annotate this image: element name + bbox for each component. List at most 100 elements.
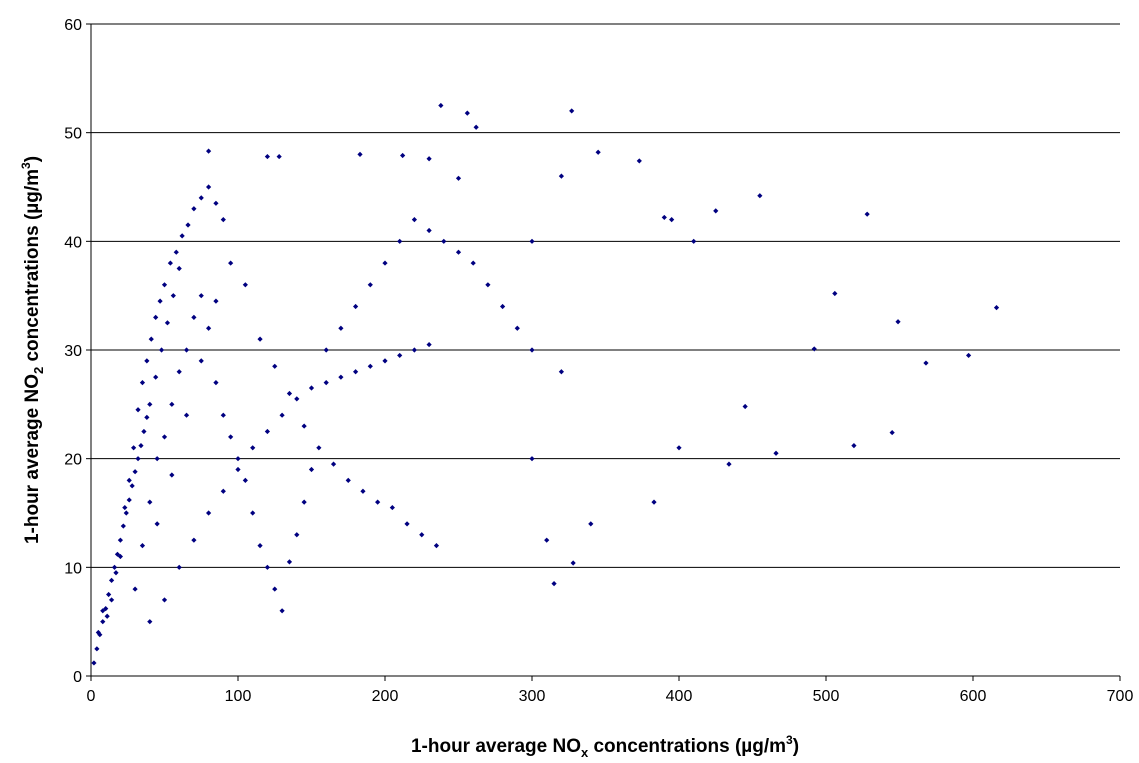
data-point bbox=[122, 504, 128, 511]
data-point bbox=[161, 597, 168, 603]
data-point bbox=[661, 214, 667, 221]
data-point bbox=[404, 521, 410, 527]
data-point bbox=[141, 428, 147, 435]
y-tick-label: 60 bbox=[64, 17, 82, 34]
data-point bbox=[338, 374, 344, 380]
data-point bbox=[220, 217, 226, 223]
data-point bbox=[529, 456, 535, 462]
data-point bbox=[164, 320, 171, 326]
data-point bbox=[106, 591, 112, 598]
data-point bbox=[213, 380, 219, 386]
data-point bbox=[198, 195, 204, 201]
data-point bbox=[301, 423, 307, 429]
y-axis-ticks: 0 10 20 30 40 50 60 bbox=[64, 17, 91, 686]
data-point bbox=[397, 238, 403, 244]
data-point bbox=[895, 319, 901, 325]
data-point bbox=[242, 282, 248, 288]
data-point bbox=[569, 108, 575, 114]
data-point bbox=[170, 293, 176, 299]
data-point bbox=[147, 619, 153, 625]
data-point bbox=[100, 619, 106, 625]
data-point bbox=[286, 390, 293, 397]
data-point bbox=[529, 347, 535, 353]
data-point bbox=[213, 200, 219, 206]
data-point bbox=[441, 238, 447, 244]
data-point bbox=[198, 293, 204, 299]
data-point bbox=[286, 559, 293, 565]
data-point bbox=[367, 363, 373, 369]
data-point bbox=[111, 564, 118, 570]
data-point bbox=[636, 158, 642, 164]
data-point bbox=[294, 396, 300, 402]
data-point bbox=[206, 148, 212, 154]
data-point bbox=[889, 429, 895, 436]
x-tick-label: 600 bbox=[960, 688, 987, 705]
data-point bbox=[131, 445, 137, 451]
data-point bbox=[94, 646, 100, 652]
data-point bbox=[139, 380, 146, 386]
data-point bbox=[206, 184, 212, 190]
data-point bbox=[176, 369, 182, 375]
data-point bbox=[470, 260, 476, 266]
data-point bbox=[176, 564, 182, 570]
data-point bbox=[345, 477, 351, 483]
data-point bbox=[161, 434, 168, 440]
data-point bbox=[183, 347, 190, 353]
data-point bbox=[95, 629, 101, 636]
data-point bbox=[148, 336, 154, 342]
data-point bbox=[558, 173, 564, 179]
data-point bbox=[103, 606, 109, 612]
data-point bbox=[153, 374, 159, 380]
data-point bbox=[426, 156, 432, 162]
data-point bbox=[129, 483, 135, 489]
y-tick-label: 20 bbox=[64, 452, 82, 469]
data-point bbox=[132, 586, 138, 592]
data-point bbox=[323, 347, 329, 353]
data-point bbox=[113, 570, 119, 576]
data-point bbox=[100, 608, 106, 614]
data-point bbox=[757, 193, 763, 199]
data-point bbox=[272, 586, 278, 592]
data-point bbox=[529, 238, 535, 244]
data-point bbox=[433, 543, 440, 549]
data-point bbox=[235, 466, 241, 473]
data-point bbox=[851, 443, 857, 449]
data-point bbox=[185, 222, 191, 228]
data-point bbox=[669, 217, 675, 223]
data-point bbox=[426, 341, 432, 348]
data-point bbox=[120, 523, 126, 529]
data-point bbox=[375, 499, 381, 505]
data-point bbox=[117, 537, 123, 543]
data-point bbox=[367, 282, 373, 288]
gridlines bbox=[91, 23, 1120, 568]
data-point bbox=[279, 608, 285, 614]
data-point bbox=[301, 499, 307, 505]
data-point bbox=[250, 445, 256, 451]
data-point bbox=[353, 303, 359, 310]
data-point bbox=[179, 233, 185, 239]
data-point bbox=[135, 407, 141, 413]
data-point bbox=[713, 208, 719, 214]
data-point bbox=[330, 461, 337, 467]
y-axis-title: 1-hour average NO2 concentrations (µg/m3… bbox=[19, 156, 46, 544]
data-point bbox=[691, 238, 697, 244]
data-point bbox=[91, 660, 97, 666]
data-point bbox=[397, 352, 403, 359]
data-point bbox=[276, 153, 282, 160]
data-point bbox=[154, 521, 160, 527]
data-point bbox=[117, 553, 123, 560]
data-point bbox=[595, 149, 601, 155]
data-point bbox=[651, 499, 657, 505]
data-point bbox=[338, 325, 344, 331]
data-point bbox=[250, 510, 256, 516]
data-point bbox=[108, 577, 115, 583]
data-point bbox=[382, 260, 388, 266]
data-point bbox=[272, 363, 278, 369]
data-point bbox=[104, 613, 110, 619]
data-point bbox=[228, 434, 234, 440]
y-tick-label: 30 bbox=[64, 343, 82, 360]
x-tick-label: 200 bbox=[372, 688, 399, 705]
x-axis-title: 1-hour average NOx concentrations (µg/m3… bbox=[411, 733, 799, 760]
data-point bbox=[455, 175, 462, 181]
data-point bbox=[264, 428, 270, 435]
